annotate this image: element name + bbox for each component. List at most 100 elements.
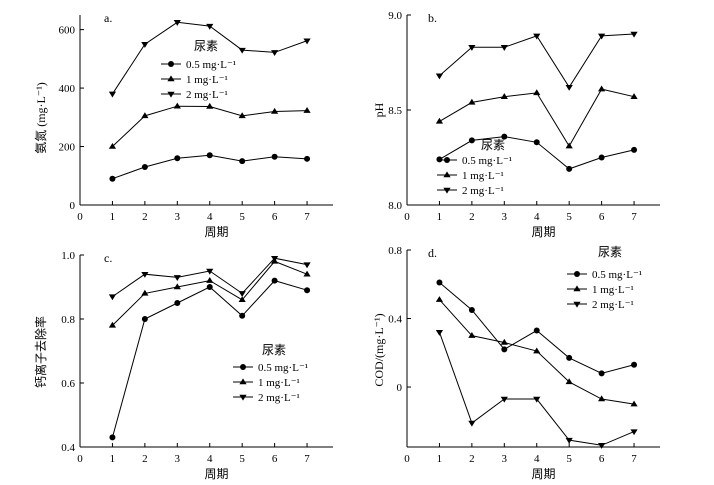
x-tick-label: 4	[534, 211, 540, 223]
x-tick-label: 1	[110, 211, 116, 223]
data-point	[598, 370, 605, 377]
legend-marker	[443, 187, 451, 194]
x-tick-label: 4	[207, 211, 213, 223]
data-point	[565, 142, 573, 149]
legend-marker	[574, 271, 580, 277]
data-point	[566, 354, 573, 361]
data-point	[500, 45, 508, 51]
y-tick-label: 0.4	[388, 314, 402, 326]
legend-label: 2 mg·L⁻¹	[462, 185, 504, 197]
legend-label: 2 mg·L⁻¹	[258, 392, 300, 404]
x-tick-label: 7	[304, 453, 310, 465]
legend-title: 尿素	[598, 245, 622, 259]
x-tick-label: 3	[502, 453, 508, 465]
data-point	[598, 85, 606, 92]
data-point	[501, 346, 508, 353]
data-point	[206, 284, 213, 290]
data-point	[598, 395, 606, 402]
data-point	[206, 102, 214, 109]
x-tick-label: 0	[404, 453, 410, 465]
legend-label: 0.5 mg·L⁻¹	[186, 59, 236, 71]
legend-label: 0.5 mg·L⁻¹	[258, 362, 308, 374]
data-point	[174, 300, 181, 306]
panel-label: b.	[428, 11, 437, 25]
x-tick-label: 0	[77, 453, 83, 465]
data-point	[468, 45, 476, 51]
data-point	[271, 107, 279, 114]
y-tick-label: 0.6	[61, 378, 75, 390]
y-tick-label: 0	[70, 200, 76, 212]
legend-marker	[443, 171, 451, 178]
y-tick-label: 1.0	[61, 250, 75, 262]
x-tick-label: 1	[110, 453, 116, 465]
x-tick-label: 3	[175, 211, 181, 223]
data-point	[303, 262, 311, 269]
x-tick-label: 7	[631, 211, 637, 223]
x-tick-label: 6	[599, 211, 605, 223]
x-tick-label: 0	[77, 211, 83, 223]
data-point	[631, 361, 638, 368]
data-point	[238, 112, 246, 119]
y-axis-label: 钙离子去除率	[33, 316, 48, 388]
data-point	[108, 91, 117, 98]
x-tick-label: 3	[175, 453, 181, 465]
data-point	[500, 93, 508, 99]
legend-title: 尿素	[194, 39, 218, 53]
data-point	[598, 154, 605, 161]
data-point	[239, 158, 246, 165]
legend-label: 1 mg·L⁻¹	[186, 74, 228, 86]
data-point	[109, 434, 116, 441]
data-point	[436, 279, 443, 286]
legend-label: 0.5 mg·L⁻¹	[592, 269, 642, 281]
data-point	[500, 338, 508, 345]
x-tick-label: 7	[631, 453, 637, 465]
data-point	[533, 347, 541, 354]
y-axis-label: 氨氮 (mg·L⁻¹)	[33, 82, 48, 154]
data-point	[468, 306, 475, 313]
data-point	[630, 429, 638, 436]
data-point	[173, 20, 181, 26]
data-point	[141, 112, 149, 119]
panel-label: a.	[104, 11, 112, 25]
data-point	[206, 277, 214, 283]
data-point	[435, 117, 444, 124]
legend-marker	[168, 61, 174, 67]
data-point	[141, 271, 149, 278]
y-tick-label: 0	[397, 382, 403, 394]
data-point	[173, 283, 181, 290]
data-point	[108, 142, 117, 149]
data-point	[436, 156, 443, 163]
x-tick-label: 0	[404, 211, 410, 223]
chart-panel-b: 0 1 2 3 4 5 6 7 8.0 8.5 9.0 b. 周期 pH 尿素 0.5 mg·L⁻¹ 1 mg·…	[372, 10, 660, 239]
y-tick-label: 8.5	[388, 105, 402, 117]
data-point	[533, 396, 541, 403]
data-point	[173, 275, 181, 281]
x-tick-label: 2	[142, 211, 148, 223]
legend-marker	[239, 394, 247, 401]
data-point	[533, 33, 541, 40]
panel-label: d.	[428, 246, 437, 260]
x-tick-label: 5	[239, 453, 245, 465]
data-point	[630, 93, 638, 99]
x-tick-label: 1	[437, 453, 443, 465]
x-tick-label: 6	[599, 453, 605, 465]
data-point	[630, 31, 638, 38]
data-point	[304, 287, 311, 294]
legend-label: 1 mg·L⁻¹	[592, 284, 634, 296]
x-tick-label: 6	[272, 211, 278, 223]
y-tick-label: 200	[59, 142, 76, 154]
legend-marker	[573, 285, 581, 292]
data-point	[206, 268, 214, 275]
legend-label: 2 mg·L⁻¹	[186, 89, 228, 101]
legend-title: 尿素	[262, 343, 286, 357]
y-tick-label: 400	[59, 83, 76, 95]
y-tick-label: 9.0	[388, 10, 402, 22]
data-point	[141, 164, 148, 170]
data-point	[468, 420, 476, 427]
y-tick-label: 600	[59, 25, 76, 37]
data-point	[238, 291, 246, 297]
data-point	[108, 294, 117, 301]
x-tick-label: 5	[239, 211, 245, 223]
x-tick-label: 3	[502, 211, 508, 223]
